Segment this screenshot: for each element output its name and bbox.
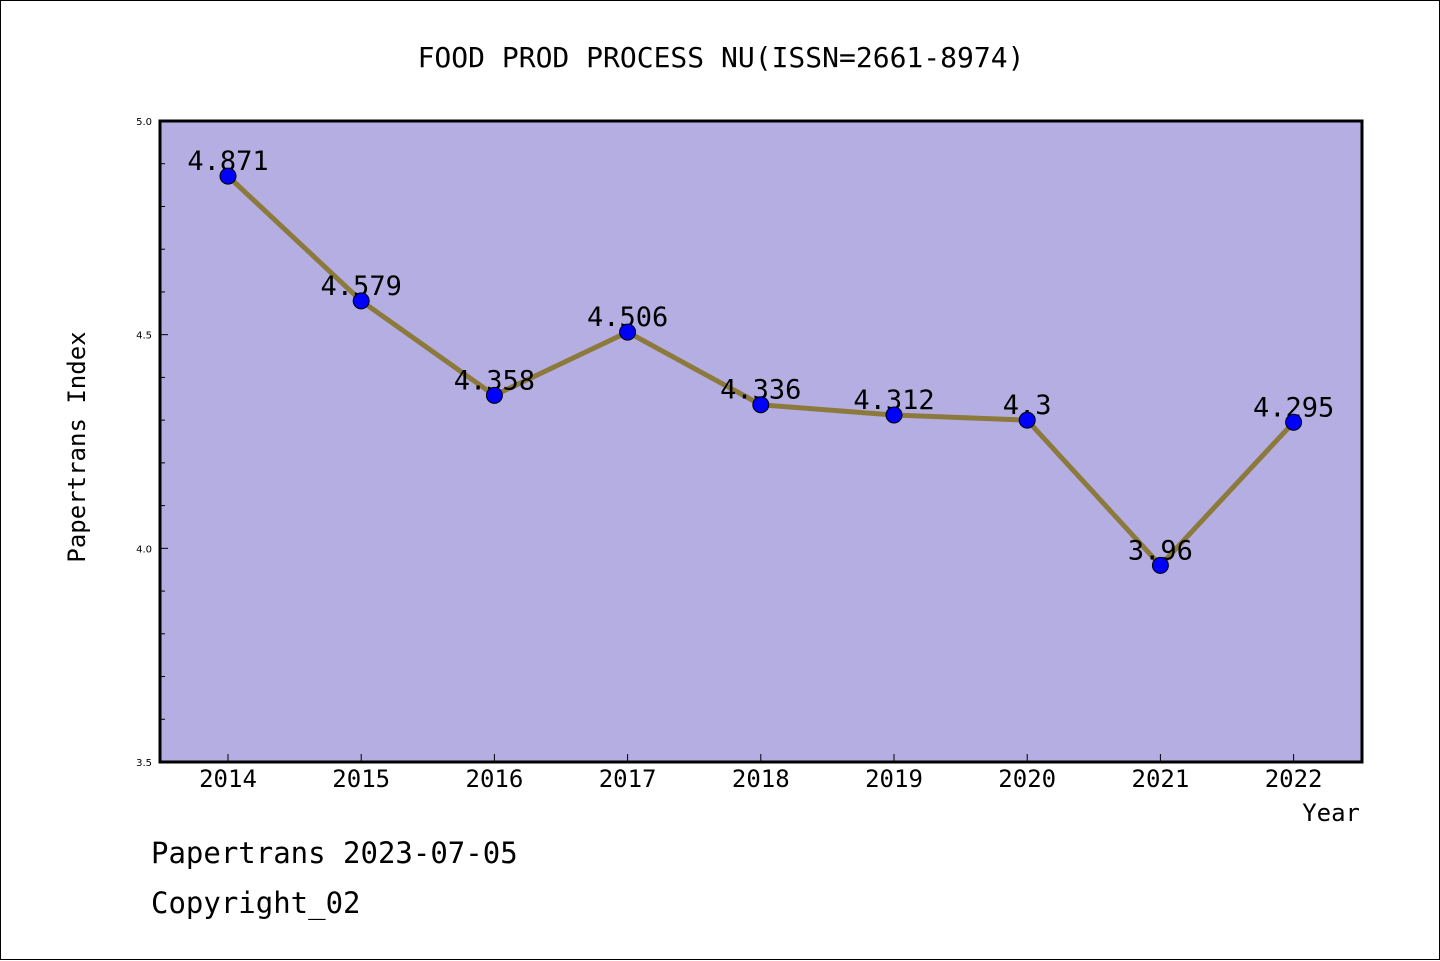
- x-tick-label: 2014: [199, 765, 257, 793]
- footer-date: Papertrans 2023-07-05: [151, 836, 518, 870]
- chart-title: FOOD PROD PROCESS NU(ISSN=2661-8974): [418, 41, 1025, 74]
- x-tick-label: 2015: [332, 765, 390, 793]
- x-tick-label: 2022: [1265, 765, 1323, 793]
- data-point: [219, 167, 237, 185]
- data-point: [485, 386, 503, 404]
- y-axis-label: Papertrans Index: [63, 331, 91, 562]
- data-point: [1018, 411, 1036, 429]
- x-tick-label: 2018: [732, 765, 790, 793]
- x-tick-label: 2020: [998, 765, 1056, 793]
- plot-area: [158, 119, 1364, 764]
- footer-copyright: Copyright_02: [151, 886, 361, 920]
- y-tick-label: 4.5: [136, 331, 152, 342]
- data-point: [885, 406, 903, 424]
- x-tick-label: 2021: [1132, 765, 1190, 793]
- x-axis-label: Year: [1302, 799, 1360, 827]
- x-tick-label: 2019: [865, 765, 923, 793]
- data-point: [619, 323, 637, 341]
- y-tick-label: 4.0: [136, 544, 152, 555]
- x-tick-label: 2017: [599, 765, 657, 793]
- x-tick-label: 2016: [466, 765, 524, 793]
- data-point: [752, 396, 770, 414]
- y-tick-label: 3.5: [136, 758, 152, 769]
- data-point: [352, 292, 370, 310]
- y-axis-ticks: 3.5 4.0 4.5 5.0: [136, 117, 168, 769]
- data-point: [1151, 556, 1169, 574]
- x-axis-ticks: 2014 2015 2016 2017 2018 2019 2020 2021 2022: [199, 754, 1322, 793]
- data-point: [1285, 413, 1303, 431]
- y-tick-label: 5.0: [136, 117, 152, 128]
